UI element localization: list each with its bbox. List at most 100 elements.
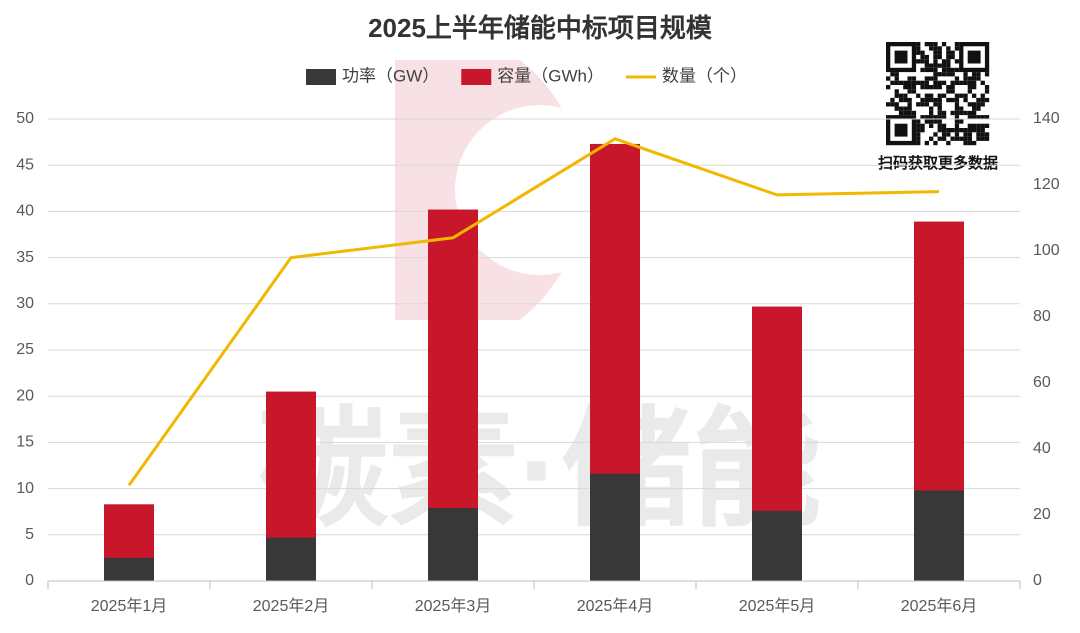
qr-cell bbox=[954, 42, 960, 47]
qr-cell bbox=[967, 85, 972, 90]
qr-cell bbox=[937, 50, 942, 55]
qr-cell bbox=[894, 80, 899, 85]
qr-cell bbox=[954, 136, 960, 141]
qr-cell bbox=[967, 140, 972, 146]
qr-cell bbox=[933, 140, 938, 146]
bar bbox=[266, 537, 316, 581]
qr-cell bbox=[954, 123, 960, 128]
qr-cell bbox=[959, 93, 964, 98]
qr-cell bbox=[941, 136, 947, 141]
qr-cell bbox=[898, 110, 904, 116]
qr-cell bbox=[959, 128, 964, 133]
qr-cell bbox=[946, 63, 951, 68]
qr-cell bbox=[976, 136, 981, 141]
qr-cell bbox=[941, 42, 947, 47]
qr-cell bbox=[954, 128, 960, 133]
qr-cell bbox=[950, 89, 955, 94]
qr-cell bbox=[916, 140, 921, 146]
qr-cell bbox=[937, 97, 942, 103]
qr-cell bbox=[890, 97, 895, 103]
qr-cell bbox=[954, 132, 960, 137]
qr-cell bbox=[929, 106, 934, 111]
qr-cell bbox=[946, 46, 951, 51]
qr-cell bbox=[933, 63, 938, 68]
qr-cell bbox=[946, 128, 951, 133]
qr-cell bbox=[898, 97, 904, 103]
qr-cell bbox=[916, 102, 921, 107]
qr-cell bbox=[937, 102, 942, 107]
y-tick-label: 35 bbox=[16, 249, 34, 266]
qr-cell bbox=[946, 54, 951, 60]
qr-cell bbox=[980, 128, 985, 133]
qr-cell bbox=[954, 97, 960, 103]
qr-cell bbox=[984, 136, 990, 141]
qr-cell bbox=[963, 132, 968, 137]
qr-cell bbox=[980, 123, 985, 128]
qr-cell bbox=[984, 123, 990, 128]
qr-cell bbox=[950, 97, 955, 103]
qr-cell bbox=[980, 115, 985, 120]
qr-cell bbox=[963, 72, 968, 77]
qr-cell bbox=[976, 115, 981, 120]
qr-cell bbox=[933, 67, 938, 73]
qr-cell bbox=[924, 59, 929, 64]
qr-cell bbox=[963, 97, 968, 103]
qr-cell bbox=[937, 63, 942, 68]
qr-cell bbox=[937, 123, 942, 128]
qr-cell bbox=[976, 97, 981, 103]
qr-cell bbox=[954, 76, 960, 81]
qr-cell bbox=[950, 85, 955, 90]
qr-cell bbox=[972, 115, 977, 120]
qr-cell bbox=[894, 76, 899, 81]
qr-cell bbox=[959, 136, 964, 141]
qr-cell bbox=[967, 123, 972, 128]
qr-cell bbox=[916, 59, 921, 64]
y2-tick-label: 140 bbox=[1033, 110, 1060, 127]
qr-cell bbox=[916, 128, 921, 133]
qr-cell bbox=[903, 93, 908, 98]
qr-cell bbox=[937, 72, 942, 77]
legend-label: 容量（GWh） bbox=[497, 66, 604, 85]
qr-cell bbox=[920, 85, 925, 90]
x-tick-label: 2025年6月 bbox=[901, 597, 978, 615]
qr-cell bbox=[907, 85, 912, 90]
y-tick-label: 30 bbox=[16, 295, 34, 312]
qr-cell bbox=[941, 80, 947, 85]
qr-cell bbox=[916, 119, 921, 124]
qr-cell bbox=[976, 76, 981, 81]
qr-cell bbox=[933, 102, 938, 107]
qr-cell bbox=[933, 132, 938, 137]
y-tick-label: 40 bbox=[16, 203, 34, 220]
qr-cell bbox=[954, 46, 960, 51]
qr-cell bbox=[941, 63, 947, 68]
qr-cell bbox=[950, 67, 955, 73]
qr-cell bbox=[941, 67, 947, 73]
qr-cell bbox=[929, 67, 934, 73]
y-tick-label: 5 bbox=[25, 526, 34, 543]
qr-cell bbox=[916, 93, 921, 98]
qr-cell bbox=[890, 80, 895, 85]
qr-cell bbox=[954, 115, 960, 120]
qr-cell bbox=[954, 106, 960, 111]
y2-tick-label: 40 bbox=[1033, 440, 1051, 457]
qr-cell bbox=[967, 80, 972, 85]
qr-cell bbox=[984, 72, 990, 77]
qr-cell bbox=[959, 80, 964, 85]
qr-cell bbox=[916, 132, 921, 137]
qr-cell bbox=[967, 115, 972, 120]
qr-cell bbox=[907, 110, 912, 116]
qr-cell bbox=[911, 110, 917, 116]
qr-cell bbox=[929, 85, 934, 90]
qr-cell bbox=[933, 59, 938, 64]
y2-tick-label: 80 bbox=[1033, 308, 1051, 325]
qr-cell bbox=[980, 97, 985, 103]
qr-cell bbox=[941, 72, 947, 77]
qr-cell bbox=[941, 123, 947, 128]
qr-cell bbox=[920, 115, 925, 120]
qr-cell bbox=[954, 59, 960, 64]
qr-cell bbox=[929, 123, 934, 128]
qr-cell bbox=[972, 140, 977, 146]
qr-cell bbox=[963, 140, 968, 146]
qr-cell bbox=[937, 80, 942, 85]
qr-cell bbox=[976, 123, 981, 128]
